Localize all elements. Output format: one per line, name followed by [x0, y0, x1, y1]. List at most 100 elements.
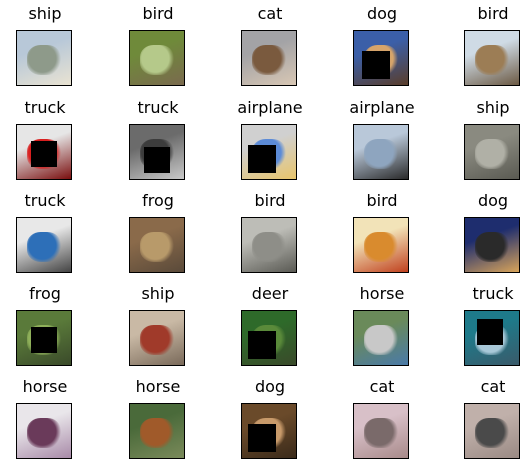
grid-cell: bird: [337, 191, 427, 281]
grid-cell: bird: [113, 4, 203, 94]
grid-cell: airplane: [337, 98, 427, 188]
image-subject: [475, 418, 509, 448]
image-label: horse: [337, 284, 427, 304]
image-thumbnail: [129, 124, 185, 180]
occlusion-patch: [477, 319, 503, 345]
image-label: dog: [337, 4, 427, 24]
image-label: truck: [448, 284, 525, 304]
image-thumbnail: [353, 403, 409, 459]
image-thumbnail: [129, 30, 185, 86]
image-subject: [475, 139, 509, 169]
grid-cell: truck: [0, 191, 90, 281]
occlusion-patch: [248, 331, 276, 359]
grid-cell: dog: [225, 377, 315, 467]
grid-cell: truck: [448, 284, 525, 374]
image-subject: [364, 418, 398, 448]
image-label: ship: [113, 284, 203, 304]
image-subject: [27, 418, 61, 448]
image-label: frog: [113, 191, 203, 211]
grid-cell: horse: [0, 377, 90, 467]
image-subject: [140, 45, 174, 75]
occlusion-patch: [31, 141, 57, 167]
image-subject: [475, 45, 509, 75]
image-thumbnail: [464, 124, 520, 180]
image-thumbnail: [464, 30, 520, 86]
image-label: frog: [0, 284, 90, 304]
image-thumbnail: [241, 30, 297, 86]
grid-cell: horse: [337, 284, 427, 374]
image-subject: [475, 232, 509, 262]
grid-cell: dog: [448, 191, 525, 281]
image-subject: [140, 325, 174, 355]
image-label: cat: [337, 377, 427, 397]
image-label: bird: [113, 4, 203, 24]
image-thumbnail: [129, 310, 185, 366]
image-subject: [364, 325, 398, 355]
grid-cell: frog: [0, 284, 90, 374]
image-label: ship: [0, 4, 90, 24]
image-label: truck: [0, 98, 90, 118]
image-thumbnail: [129, 403, 185, 459]
image-thumbnail: [16, 217, 72, 273]
grid-cell: ship: [448, 98, 525, 188]
image-subject: [252, 45, 286, 75]
image-label: bird: [448, 4, 525, 24]
image-label: horse: [113, 377, 203, 397]
grid-cell: cat: [337, 377, 427, 467]
image-subject: [27, 45, 61, 75]
image-thumbnail: [16, 403, 72, 459]
grid-cell: cat: [225, 4, 315, 94]
grid-cell: dog: [337, 4, 427, 94]
image-label: dog: [448, 191, 525, 211]
image-label: airplane: [225, 98, 315, 118]
image-label: truck: [113, 98, 203, 118]
occlusion-patch: [144, 147, 170, 173]
image-subject: [140, 232, 174, 262]
image-label: truck: [0, 191, 90, 211]
grid-cell: frog: [113, 191, 203, 281]
image-subject: [364, 139, 398, 169]
image-thumbnail: [353, 310, 409, 366]
image-label: cat: [225, 4, 315, 24]
image-thumbnail: [16, 30, 72, 86]
image-thumbnail: [353, 124, 409, 180]
image-thumbnail: [353, 30, 409, 86]
image-thumbnail: [464, 217, 520, 273]
image-subject: [364, 232, 398, 262]
image-thumbnail: [241, 310, 297, 366]
grid-cell: cat: [448, 377, 525, 467]
occlusion-patch: [248, 424, 276, 452]
grid-cell: horse: [113, 377, 203, 467]
image-thumbnail: [353, 217, 409, 273]
image-thumbnail: [464, 310, 520, 366]
image-label: dog: [225, 377, 315, 397]
image-subject: [252, 232, 286, 262]
occlusion-patch: [31, 327, 57, 353]
grid-cell: bird: [448, 4, 525, 94]
grid-cell: bird: [225, 191, 315, 281]
image-thumbnail: [16, 310, 72, 366]
image-label: ship: [448, 98, 525, 118]
image-label: horse: [0, 377, 90, 397]
occlusion-patch: [362, 51, 390, 79]
image-label: bird: [337, 191, 427, 211]
image-thumbnail: [241, 124, 297, 180]
image-label: airplane: [337, 98, 427, 118]
image-subject: [27, 232, 61, 262]
grid-cell: airplane: [225, 98, 315, 188]
grid-cell: truck: [113, 98, 203, 188]
image-subject: [140, 418, 174, 448]
grid-cell: ship: [113, 284, 203, 374]
grid-cell: deer: [225, 284, 315, 374]
image-thumbnail: [129, 217, 185, 273]
image-thumbnail: [16, 124, 72, 180]
image-label: cat: [448, 377, 525, 397]
image-label: bird: [225, 191, 315, 211]
grid-cell: ship: [0, 4, 90, 94]
image-label: deer: [225, 284, 315, 304]
image-thumbnail: [241, 403, 297, 459]
image-thumbnail: [464, 403, 520, 459]
occlusion-patch: [248, 145, 276, 173]
image-thumbnail: [241, 217, 297, 273]
